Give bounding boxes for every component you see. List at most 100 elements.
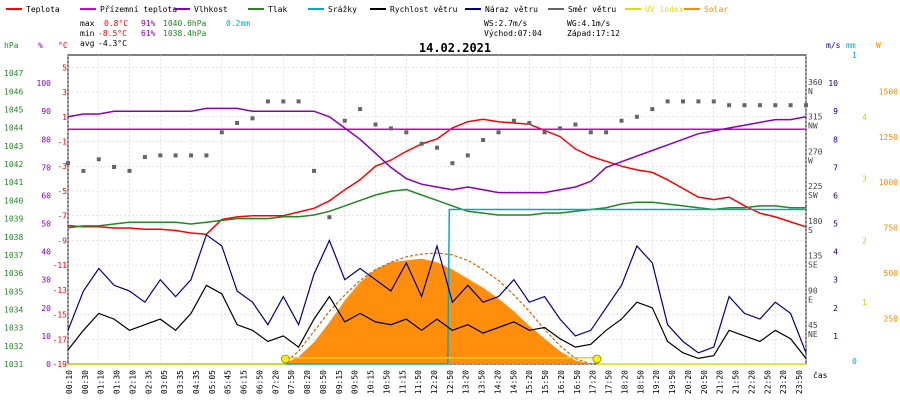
x-tick-label: 06:15	[240, 370, 249, 394]
axis-tick-ms: 10	[828, 79, 838, 88]
wind-direction-point	[542, 130, 547, 135]
wind-direction-point	[804, 103, 808, 108]
axis-unit-temp: °C	[58, 41, 68, 50]
x-tick-label: 23:20	[779, 370, 788, 394]
axis-tick-direction: 360	[808, 78, 823, 87]
wind-direction-point	[235, 121, 240, 125]
x-tick-label: 22:20	[747, 370, 756, 394]
stat-wg: WG:4.1m/s	[567, 19, 611, 28]
axis-tick-ms: 8	[833, 135, 838, 144]
axis-tick-mm: 1	[852, 51, 857, 60]
x-tick-label: 12:20	[430, 370, 439, 394]
axis-tick-hpa: 1042	[4, 160, 23, 169]
axis-unit-ms: m/s	[826, 41, 841, 50]
series-line-tlak	[67, 188, 806, 229]
axis-tick-temp: -5	[57, 187, 67, 196]
stat-ws: WS:2.7m/s	[484, 19, 528, 28]
wind-direction-point	[757, 103, 762, 108]
axis-tick-hpa: 1031	[4, 360, 23, 369]
axis-tick-hpa: 1038	[4, 233, 23, 242]
legend-label-p-zemn-teplota: Přízemní teplota	[100, 5, 177, 14]
series-line-rychlost-v-tru	[67, 284, 807, 360]
x-tick-label: 13:50	[478, 370, 487, 394]
wind-direction-point	[465, 153, 470, 158]
axis-tick-mm: 0	[852, 357, 857, 366]
stats-block: max 0.8°C 91% 1040.6hPa 0.2mm min -8.5°C…	[80, 19, 620, 48]
axis-unit-hpa: hPa	[4, 41, 19, 50]
legend-label-rychlost-v-tru: Rychlost větru	[390, 5, 458, 14]
axis-tick-temp: -15	[53, 311, 68, 320]
x-tick-label: 09:15	[335, 370, 344, 394]
x-tick-label: 05:45	[224, 370, 233, 394]
x-tick-label: 12:50	[446, 370, 455, 394]
series-line-vlhkost	[67, 107, 807, 194]
axis-direction-name: W	[808, 156, 813, 165]
wind-direction-point	[219, 130, 224, 135]
x-tick-label: 07:20	[271, 370, 280, 394]
axis-tick-temp: 5	[62, 63, 67, 72]
axis-tick-hpa: 1033	[4, 324, 23, 333]
axis-direction-name: S	[808, 226, 813, 235]
wind-direction-point	[373, 122, 378, 127]
axis-direction-name: SE	[808, 261, 818, 270]
axis-tick-humidity: 20	[41, 304, 51, 313]
axis-tick-direction: 180	[808, 217, 823, 226]
x-tick-label: 17:20	[589, 370, 598, 394]
series-lines	[66, 99, 808, 365]
axis-unit-mm: mm	[846, 41, 856, 50]
axis-tick-hpa: 1034	[4, 305, 23, 314]
x-tick-label: 03:35	[176, 370, 185, 394]
wind-direction-point	[158, 153, 163, 158]
axis-tick-humidity: 30	[41, 276, 51, 285]
wind-direction-point	[66, 161, 70, 166]
wind-direction-point	[312, 168, 316, 173]
axis-tick-temp: -13	[53, 286, 68, 295]
wind-direction-point	[250, 116, 255, 121]
stat-min-press: 1038.4hPa	[163, 29, 207, 38]
x-tick-label: 16:50	[573, 370, 582, 394]
x-tick-label: 15:20	[525, 370, 534, 394]
legend-label-vlhkost: Vlhkost	[194, 5, 228, 14]
wind-direction-point	[358, 107, 363, 112]
legend-label-n-raz-v-tru: Náraz větru	[485, 5, 538, 14]
axis-tick-humidity: 80	[41, 135, 51, 144]
wind-direction-point	[558, 126, 562, 131]
wind-direction-point	[511, 118, 516, 123]
axis-tick-humidity: 50	[41, 220, 51, 229]
wind-direction-point	[265, 99, 270, 104]
axis-tick-w: 250	[884, 315, 899, 324]
wind-direction-point	[773, 103, 778, 108]
chart-title: 14.02.2021	[419, 41, 491, 55]
axis-tick-temp: 3	[62, 88, 67, 97]
x-tick-label: 21:20	[716, 370, 725, 394]
axis-tick-humidity: 100	[37, 79, 52, 88]
axis-tick-w: 500	[884, 269, 899, 278]
axis-tick-hpa: 1043	[4, 142, 23, 151]
x-tick-label: 07:50	[287, 370, 296, 394]
axis-tick-hpa: 1041	[4, 178, 23, 187]
axis-tick-humidity: 70	[41, 163, 51, 172]
wind-direction-point	[96, 157, 101, 162]
wind-direction-point	[296, 99, 301, 104]
axis-tick-hpa: 1046	[4, 87, 23, 96]
axis-tick-hpa: 1045	[4, 106, 23, 115]
series-line-uv-index	[68, 357, 806, 365]
x-tick-label: 09:50	[351, 370, 360, 394]
axis-tick-direction: 315	[808, 113, 823, 122]
wind-direction-point	[665, 99, 670, 104]
x-tick-label: 15:50	[541, 370, 550, 394]
stat-min-hum: 61%	[141, 29, 156, 38]
legend: Teplota Přízemní teplota Vlhkost Tlak Srážky…	[6, 5, 728, 14]
axis-tick-direction: 270	[808, 147, 823, 156]
wind-direction-point	[435, 145, 439, 150]
stat-max-rain: 0.2mm	[226, 19, 250, 28]
axis-tick-direction: 45	[808, 321, 818, 330]
axis-tick-ms: 1	[833, 332, 838, 341]
axis-unit-humidity: %	[38, 41, 43, 50]
wind-direction-point	[327, 215, 332, 220]
x-tick-label: 03:05	[160, 370, 169, 394]
axis-direction-name: NW	[808, 122, 818, 131]
axis-tick-ms: 4	[833, 248, 838, 257]
axis-tick-hpa: 1039	[4, 215, 23, 224]
axis-tick-humidity: 60	[41, 191, 51, 200]
